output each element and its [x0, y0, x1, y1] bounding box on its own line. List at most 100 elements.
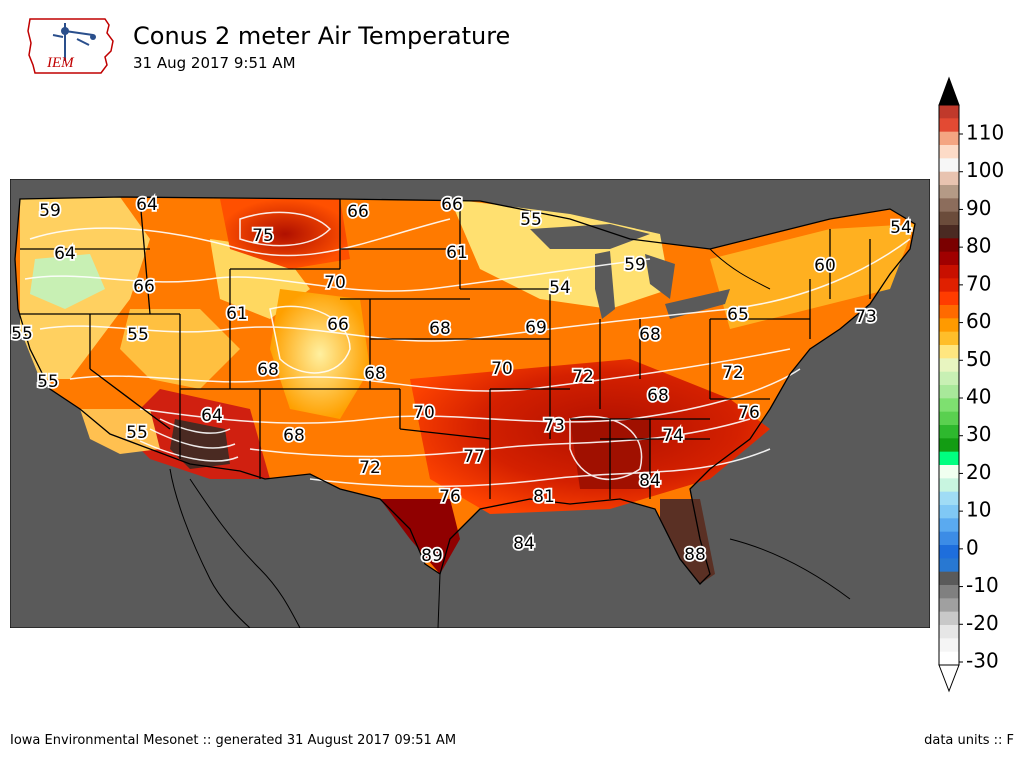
- colorbar-cell: [939, 158, 959, 173]
- station-label: 76: [738, 403, 760, 423]
- colorbar-cell: [939, 198, 959, 213]
- colorbar-tick-label: 70: [966, 271, 991, 295]
- station-label: 64: [201, 406, 223, 426]
- station-label: 61: [226, 304, 248, 324]
- station-label: 68: [647, 386, 669, 406]
- temperature-map: 59 64 66 66 55 54 64 75 61 59 60 66 70 5…: [10, 179, 930, 628]
- station-label: 59: [39, 201, 61, 221]
- colorbar-tick-label: 40: [966, 385, 991, 409]
- neighboring-coastlines: [169, 248, 851, 628]
- colorbar-cell: [939, 651, 959, 666]
- colorbar-cell: [939, 291, 959, 306]
- colorbar-cell: [939, 438, 959, 453]
- plains-yellow: [270, 289, 370, 419]
- station-label: 81: [533, 487, 555, 507]
- station-label: 74: [662, 426, 684, 446]
- colorbar-cell: [939, 251, 959, 266]
- colorbar-cell: [939, 451, 959, 466]
- lake-michigan: [595, 251, 615, 319]
- data-units-label: data units :: F: [924, 733, 1014, 748]
- colorbar-cells: [938, 104, 960, 666]
- station-label: 77: [463, 447, 485, 467]
- northeast-cool: [710, 224, 915, 329]
- colorbar-tick-label: 90: [966, 196, 991, 220]
- colorbar-cell: [939, 145, 959, 159]
- socal-cool: [80, 409, 160, 454]
- station-label: 54: [549, 278, 571, 298]
- colorbar-cell: [939, 225, 959, 239]
- station-label: 55: [37, 372, 59, 392]
- oregon-green: [30, 254, 105, 309]
- station-label: 72: [722, 363, 744, 383]
- lake-superior: [530, 224, 650, 249]
- station-label: 68: [364, 364, 386, 384]
- colorbar-tick-label: 0: [966, 535, 979, 559]
- colorbar-cell: [939, 371, 959, 386]
- station-label: 88: [684, 545, 706, 565]
- colorbar-cell: [939, 425, 959, 439]
- colorbar-tick-label: -20: [966, 611, 999, 635]
- page-subtitle: 31 Aug 2017 9:51 AM: [133, 54, 296, 72]
- colorbar-tick-label: -30: [966, 649, 999, 673]
- colorbar-cell: [939, 171, 959, 186]
- station-label: 72: [572, 367, 594, 387]
- colorbar-cell: [939, 385, 959, 399]
- colorbar-tick-label: 100: [966, 158, 1004, 182]
- colorbar-cell: [939, 358, 959, 373]
- station-label: 70: [324, 273, 346, 293]
- colorbar-bottom-arrow: [938, 664, 960, 693]
- station-label: 70: [491, 359, 513, 379]
- colorbar-cell: [939, 585, 959, 599]
- station-label: 75: [252, 226, 274, 246]
- colorbar-cell: [939, 571, 959, 586]
- colorbar-cell: [939, 611, 959, 626]
- station-label: 64: [54, 244, 76, 264]
- colorbar-cell: [939, 118, 959, 133]
- station-label: 66: [327, 315, 349, 335]
- colorbar-tick-label: 50: [966, 347, 991, 371]
- station-label: 68: [429, 319, 451, 339]
- station-labels: 59 64 66 66 55 54 64 75 61 59 60 66 70 5…: [10, 193, 914, 568]
- station-label: 70: [413, 403, 435, 423]
- station-label: 84: [513, 534, 535, 554]
- station-label: 60: [814, 256, 836, 276]
- logo-text: IEM: [46, 55, 75, 71]
- colorbar-tick-label: -10: [966, 573, 999, 597]
- colorbar-cell: [939, 638, 959, 653]
- florida-heat: [660, 499, 715, 584]
- station-label: 55: [520, 210, 542, 230]
- colorbar-cell: [939, 305, 959, 319]
- colorbar-cell: [939, 238, 959, 253]
- colorbar-cell: [939, 465, 959, 479]
- colorbar-cell: [939, 531, 959, 546]
- colorbar-tick-label: 80: [966, 234, 991, 258]
- station-label: 66: [347, 202, 369, 222]
- station-label: 84: [639, 471, 661, 491]
- station-label: 68: [283, 426, 305, 446]
- station-label: 66: [441, 195, 463, 215]
- station-label: 66: [133, 277, 155, 297]
- station-label: 68: [639, 325, 661, 345]
- lake-erie: [665, 289, 730, 319]
- colorbar-tick-label: 10: [966, 498, 991, 522]
- colorbar-cell: [939, 491, 959, 506]
- colorbar-tick-label: 30: [966, 422, 991, 446]
- station-label: 89: [421, 546, 443, 566]
- station-label: 55: [127, 325, 149, 345]
- station-label: 68: [257, 360, 279, 380]
- colorbar-tick-label: 110: [966, 121, 1004, 145]
- colorbar-cell: [939, 411, 959, 426]
- colorbar-cell: [939, 345, 959, 359]
- station-label: 64: [136, 195, 158, 215]
- footer-credit: Iowa Environmental Mesonet :: generated …: [10, 733, 457, 748]
- station-label: 73: [855, 307, 877, 327]
- station-label: 55: [126, 423, 148, 443]
- colorbar-cell: [939, 211, 959, 226]
- colorbar-cell: [939, 105, 959, 119]
- colorbar-cell: [939, 318, 959, 333]
- colorbar-tick-label: 60: [966, 309, 991, 333]
- iem-logo: IEM: [25, 15, 120, 77]
- colorbar-cell: [939, 265, 959, 279]
